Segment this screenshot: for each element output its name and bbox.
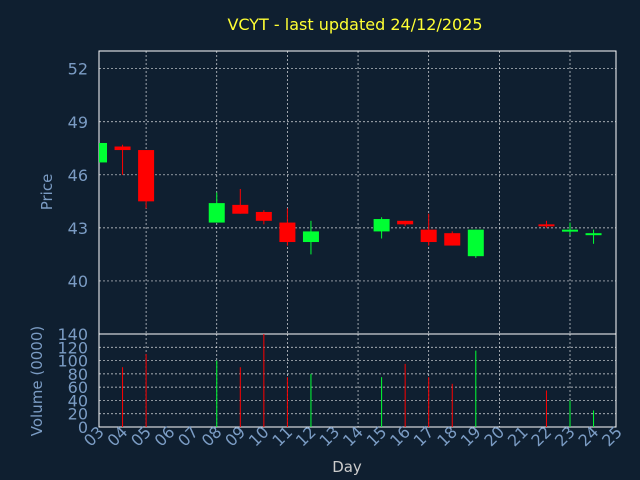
volume-bars xyxy=(122,334,595,427)
candle-body xyxy=(255,211,272,221)
candle-body xyxy=(279,222,296,243)
candle-body xyxy=(444,233,461,246)
volume-tick-label: 80 xyxy=(68,365,88,384)
candle-body xyxy=(420,229,437,243)
chart-title: VCYT - last updated 24/12/2025 xyxy=(227,15,482,34)
price-axis-label: Price xyxy=(38,174,56,211)
candle-body xyxy=(99,142,107,163)
candle-body xyxy=(302,231,319,243)
price-tick-label: 46 xyxy=(68,166,88,185)
price-tick-label: 40 xyxy=(68,272,88,291)
candle-body xyxy=(114,146,131,151)
candle-body xyxy=(562,229,578,232)
x-axis-label: Day xyxy=(332,458,362,476)
candle-body xyxy=(373,219,390,232)
volume-tick-label: 20 xyxy=(68,405,88,424)
x-tick-labels: 0304050607080910111213141516171819202122… xyxy=(80,422,626,450)
candle-body xyxy=(208,203,225,223)
price-panel: 40 43 46 49 52 xyxy=(68,50,617,335)
price-plot-frame xyxy=(98,50,617,335)
price-grid xyxy=(99,51,616,334)
candle-body xyxy=(397,220,414,225)
candle-body xyxy=(232,204,249,214)
volume-axis-label: Volume (0000) xyxy=(28,326,46,436)
candle-body xyxy=(538,224,555,227)
volume-tick-label: 40 xyxy=(68,391,88,410)
volume-tick-label: 140 xyxy=(57,325,88,344)
volume-tick-label: 60 xyxy=(68,378,88,397)
volume-tick-label: 120 xyxy=(57,338,88,357)
volume-tick-label: 0 xyxy=(78,418,88,437)
candle-body xyxy=(467,229,484,257)
candle-body xyxy=(138,150,155,202)
price-tick-label: 49 xyxy=(68,113,88,132)
volume-grid xyxy=(99,334,616,427)
volume-plot-frame xyxy=(98,333,617,428)
price-tick-label: 52 xyxy=(68,60,88,79)
price-tick-label: 43 xyxy=(68,219,88,238)
price-candles xyxy=(99,142,602,258)
price-tick-labels: 40 43 46 49 52 xyxy=(68,60,88,291)
volume-tick-label: 100 xyxy=(57,352,88,371)
candle-body xyxy=(585,233,602,236)
